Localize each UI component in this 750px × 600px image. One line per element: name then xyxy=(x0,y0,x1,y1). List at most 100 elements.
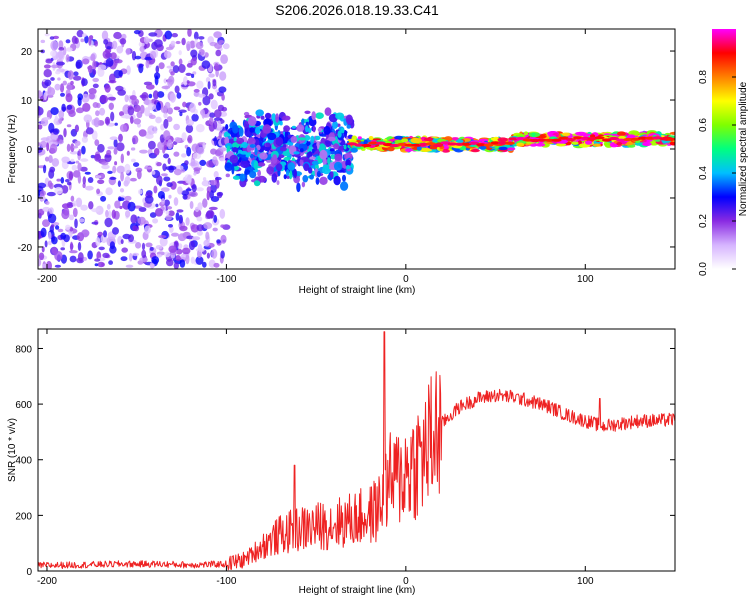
heatmap-cell xyxy=(254,147,258,156)
heatmap-cell xyxy=(324,107,332,116)
heatmap-cell xyxy=(247,116,257,127)
heatmap-cell xyxy=(97,143,105,153)
heatmap-cell xyxy=(153,148,160,156)
heatmap-cell xyxy=(119,188,125,193)
heatmap-cell xyxy=(202,141,206,150)
heatmap-cell xyxy=(85,185,94,191)
heatmap-cell xyxy=(330,171,334,178)
heatmap-cell xyxy=(282,115,291,121)
heatmap-cell xyxy=(155,116,162,124)
heatmap-cell xyxy=(72,145,79,149)
heatmap-cell xyxy=(197,202,203,211)
heatmap-cell xyxy=(166,206,173,210)
heatmap-cell xyxy=(94,40,98,47)
heatmap-cell xyxy=(193,167,201,172)
heatmap-cell xyxy=(136,169,142,180)
heatmap-cell xyxy=(104,116,111,125)
heatmap-cell xyxy=(165,210,170,215)
heatmap-cell xyxy=(61,156,70,163)
heatmap-cell xyxy=(170,71,175,76)
heatmap-band-cell xyxy=(551,138,562,142)
heatmap-cell xyxy=(41,246,45,253)
heatmap-cell xyxy=(145,242,153,248)
heatmap-cell xyxy=(88,92,96,100)
colorbar-tick-label: 0.2 xyxy=(698,214,709,228)
heatmap-cell xyxy=(185,177,192,184)
heatmap-cell xyxy=(220,54,229,64)
heatmap-cell xyxy=(155,245,163,250)
heatmap-cell xyxy=(116,142,125,152)
heatmap-cell xyxy=(196,216,203,222)
heatmap-cell xyxy=(164,251,171,258)
heatmap-cell xyxy=(74,124,79,133)
heatmap-cell xyxy=(115,85,124,92)
heatmap-cell xyxy=(236,137,245,145)
heatmap-cell xyxy=(125,48,131,56)
heatmap-cell xyxy=(308,167,313,174)
heatmap-cell xyxy=(350,147,358,153)
heatmap-cell xyxy=(250,153,254,159)
heatmap-cell xyxy=(157,141,166,151)
heatmap-cell xyxy=(44,79,52,87)
heatmap-cell xyxy=(119,205,123,210)
heatmap-cell xyxy=(556,142,567,147)
heatmap-cell xyxy=(81,136,88,143)
heatmap-cell xyxy=(76,29,84,38)
heatmap-cell xyxy=(247,137,256,146)
heatmap-cell xyxy=(66,124,72,128)
heatmap-cell xyxy=(148,93,153,99)
heatmap-cell xyxy=(516,142,525,147)
heatmap-cell xyxy=(147,103,156,111)
heatmap-cell xyxy=(279,146,287,152)
heatmap-cell xyxy=(166,65,174,69)
heatmap-cell xyxy=(173,262,179,269)
heatmap-cell xyxy=(141,249,147,259)
heatmap-cell xyxy=(616,142,623,146)
heatmap-cell xyxy=(310,135,315,143)
heatmap-cell xyxy=(69,151,78,155)
heatmap-cell xyxy=(68,109,76,118)
heatmap-cell xyxy=(376,146,384,151)
heatmap-cell xyxy=(148,140,156,150)
heatmap-cell xyxy=(617,131,626,136)
heatmap-cell xyxy=(229,154,239,164)
heatmap-cell xyxy=(100,161,109,166)
snr-y-tick-label: 0 xyxy=(26,567,32,578)
heatmap-cell xyxy=(309,156,316,160)
heatmap-cell xyxy=(163,144,168,151)
heatmap-cell xyxy=(271,173,278,183)
heatmap-cell xyxy=(106,46,112,50)
heatmap-cell xyxy=(337,130,342,138)
heatmap-cell xyxy=(138,129,147,137)
heatmap-cell xyxy=(296,124,305,132)
heatmap-cell xyxy=(105,209,109,218)
heatmap-cell xyxy=(233,137,237,142)
heatmap-cell xyxy=(43,92,47,101)
heatmap-cell xyxy=(213,262,220,268)
heatmap-cell xyxy=(212,79,217,87)
heatmap-cell xyxy=(260,115,265,120)
heatmap-cell xyxy=(119,38,127,45)
colorbar-label: Normalized spectral amplitude xyxy=(738,81,749,216)
heatmap-cell xyxy=(144,195,154,204)
heatmap-cell xyxy=(213,159,219,167)
heatmap-cell xyxy=(85,127,94,135)
heatmap-cell xyxy=(213,171,219,178)
heatmap-cell xyxy=(127,106,135,116)
heatmap-cell xyxy=(201,109,206,119)
heatmap-cell xyxy=(94,139,100,147)
heatmap-cell xyxy=(301,181,306,188)
heatmap-cell xyxy=(161,85,171,90)
heatmap-cell xyxy=(232,124,239,134)
heatmap-cell xyxy=(535,143,546,147)
heatmap-cell xyxy=(71,164,78,171)
heatmap-cell xyxy=(139,104,145,114)
heatmap-cell xyxy=(167,107,174,115)
heatmap-cell xyxy=(244,169,251,175)
heatmap-cell xyxy=(60,177,65,184)
heatmap-cell xyxy=(128,234,134,243)
heatmap-cell xyxy=(81,145,86,155)
heatmap-cell xyxy=(346,165,351,170)
heatmap-cell xyxy=(187,134,193,144)
heatmap-x-tick-label: -100 xyxy=(216,274,236,285)
